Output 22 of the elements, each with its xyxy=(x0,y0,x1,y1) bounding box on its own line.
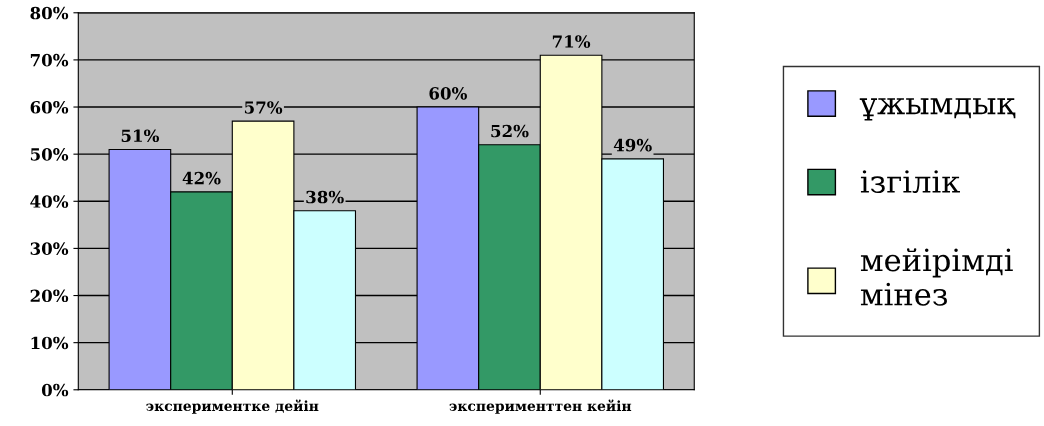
data-label: 42% xyxy=(182,171,221,185)
y-tick-label: 80% xyxy=(30,6,69,20)
y-tick-label: 50% xyxy=(30,148,69,161)
data-label: 60% xyxy=(429,87,467,100)
data-label: 57% xyxy=(244,101,283,114)
legend-label: мейірімді мінез xyxy=(860,248,1013,306)
y-tick-label: 40% xyxy=(30,195,69,208)
legend-label: ізгілік xyxy=(860,170,960,194)
x-tick-label: эксперименттен кейін xyxy=(449,399,632,414)
y-tick-label: 70% xyxy=(30,53,69,67)
y-tick-label: 0% xyxy=(41,383,69,397)
y-tick-label: 30% xyxy=(30,242,69,255)
legend-label: ұжымдық xyxy=(859,98,1016,121)
y-tick-label: 60% xyxy=(30,100,69,114)
data-label: 49% xyxy=(613,138,652,152)
data-label: 51% xyxy=(121,129,159,143)
data-label: 38% xyxy=(306,190,344,204)
y-tick-label: 20% xyxy=(30,289,69,303)
data-label: 71% xyxy=(552,35,591,48)
x-tick-label: экспериментке дейін xyxy=(146,399,319,414)
data-label: 52% xyxy=(491,124,529,138)
y-tick-label: 10% xyxy=(31,336,69,350)
